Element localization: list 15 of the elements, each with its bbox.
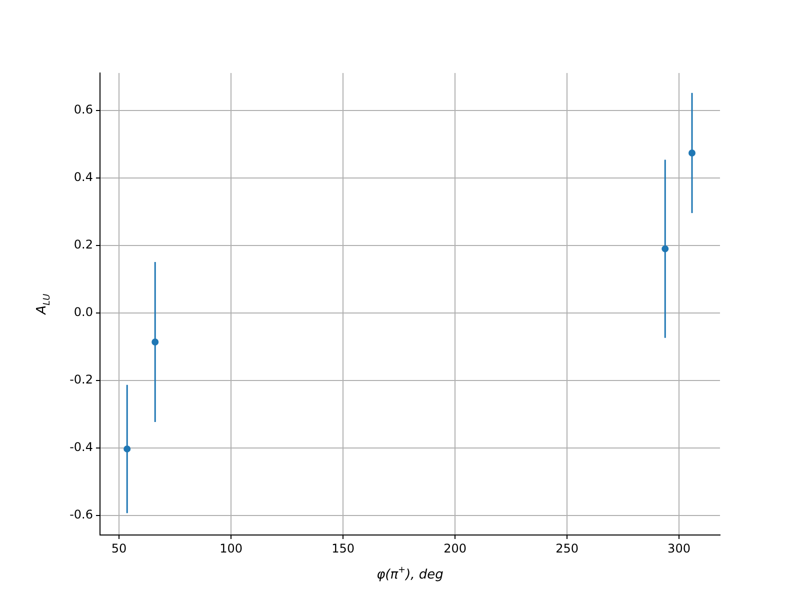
y-tick-label: 0.6 xyxy=(74,102,93,117)
y-tick-label: 0.2 xyxy=(74,238,93,252)
y-axis-title: ALU xyxy=(34,293,52,316)
y-tick-label: -0.4 xyxy=(70,440,93,454)
y-tick-label: 0.4 xyxy=(74,170,93,184)
x-tick-label: 200 xyxy=(444,541,466,556)
y-tick-label: 0.0 xyxy=(74,305,93,320)
x-tick-label: 50 xyxy=(111,541,127,556)
x-tick-label: 300 xyxy=(668,541,690,556)
x-axis-title: φ(π+), deg xyxy=(376,565,444,582)
x-tick-label: 250 xyxy=(556,541,578,556)
y-tick-label: -0.6 xyxy=(70,508,93,522)
x-tick-label: 100 xyxy=(220,541,242,556)
y-tick-label: -0.2 xyxy=(70,372,93,387)
x-tick-label: 150 xyxy=(332,541,354,556)
